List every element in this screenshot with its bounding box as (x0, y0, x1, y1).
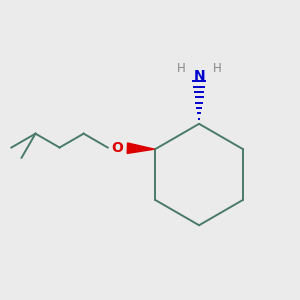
Text: H: H (213, 62, 221, 75)
Text: O: O (112, 140, 124, 154)
Text: N: N (193, 69, 205, 83)
Polygon shape (127, 143, 154, 153)
Text: H: H (177, 62, 185, 75)
